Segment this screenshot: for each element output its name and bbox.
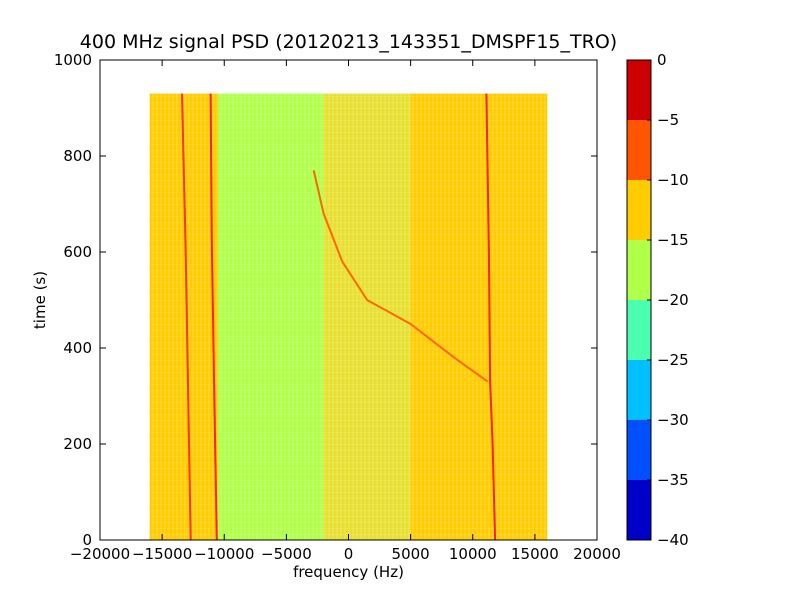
colorbar-tick-label: −20 — [657, 291, 689, 309]
y-tick-label: 1000 — [54, 51, 92, 69]
colorbar-level-3 — [627, 360, 651, 420]
colorbar-tick-label: −25 — [657, 351, 689, 369]
heatmap-plot-area — [99, 59, 598, 541]
signal-trace-1 — [181, 93, 192, 540]
x-tick-label: −20000 — [70, 545, 130, 563]
x-tick-label: −15000 — [132, 545, 192, 563]
y-tick-label: 400 — [63, 339, 92, 357]
colorbar-level-4 — [627, 300, 651, 360]
x-tick-label: −10000 — [194, 545, 254, 563]
x-tick-label: 5000 — [392, 545, 430, 563]
y-axis-label: time (s) — [31, 271, 49, 329]
colorbar-tick-label: −5 — [657, 111, 679, 129]
colorbar-level-1 — [627, 480, 651, 540]
chart-title: 400 MHz signal PSD (20120213_143351_DMSP… — [80, 31, 617, 53]
colorbar-tick-label: −30 — [657, 411, 689, 429]
y-tick-label: 600 — [63, 243, 92, 261]
x-tick-label: 20000 — [573, 545, 621, 563]
signal-trace-2 — [209, 93, 218, 540]
colorbar-tick-label: −10 — [657, 171, 689, 189]
y-tick-label: 800 — [63, 147, 92, 165]
x-tick-label: 10000 — [449, 545, 497, 563]
colorbar-level-7 — [627, 120, 651, 180]
colorbar-level-6 — [627, 180, 651, 240]
colorbar-tick-label: −15 — [657, 231, 689, 249]
y-tick-label: 0 — [82, 531, 92, 549]
x-tick-label: −5000 — [261, 545, 312, 563]
signal-trace-3 — [485, 93, 497, 540]
x-axis-label: frequency (Hz) — [293, 563, 404, 581]
colorbar-level-2 — [627, 420, 651, 480]
colorbar-tick-label: 0 — [657, 51, 667, 69]
colorbar-level-5 — [627, 240, 651, 300]
x-axis: −20000 −15000 −10000 −5000 0 5000 10000 15000 20… — [70, 60, 621, 563]
colorbar: −40 −35 −30 −25 −20 −15 −10 −5 0 — [626, 51, 689, 549]
colorbar-tick-label: −40 — [657, 531, 689, 549]
colorbar-level-8 — [627, 60, 651, 120]
y-tick-label: 200 — [63, 435, 92, 453]
y-axis: 0 200 400 600 800 1000 — [54, 51, 597, 549]
x-tick-label: 15000 — [511, 545, 559, 563]
signal-trace-4 — [312, 170, 489, 383]
colorbar-tick-label: −35 — [657, 471, 689, 489]
x-tick-label: 0 — [344, 545, 354, 563]
